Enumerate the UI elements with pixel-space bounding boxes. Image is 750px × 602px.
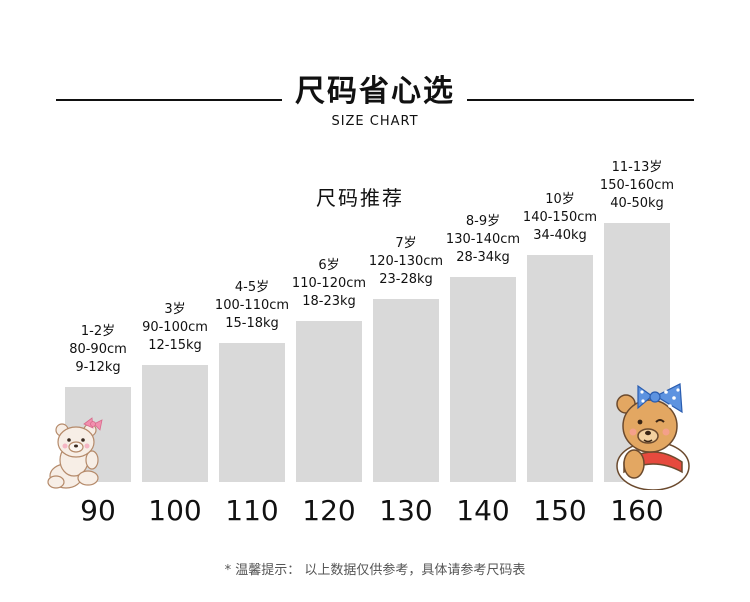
size-height: 90-100cm	[142, 320, 208, 335]
size-label: 100	[148, 494, 202, 527]
size-label: 120	[302, 494, 356, 527]
size-bar	[296, 321, 362, 482]
size-bar	[373, 299, 439, 482]
footnote: * 温馨提示： 以上数据仅供参考，具体请参考尺码表	[224, 563, 526, 578]
chart-heading: 尺码推荐	[316, 186, 404, 210]
size-bar	[450, 277, 516, 482]
size-height: 120-130cm	[368, 254, 444, 269]
size-bar	[527, 255, 593, 482]
page-title: 尺码省心选	[295, 74, 455, 109]
size-height: 140-150cm	[522, 210, 598, 225]
size-bar	[219, 343, 285, 482]
size-height: 110-120cm	[291, 276, 367, 291]
size-weight: 34-40kg	[533, 228, 587, 243]
size-height: 130-140cm	[445, 232, 521, 247]
size-label: 150	[533, 494, 587, 527]
size-bar	[142, 365, 208, 482]
title-divider-left	[56, 99, 282, 101]
size-weight: 23-28kg	[379, 272, 433, 287]
size-info: 7岁 120-130cm 23-28kg	[346, 235, 466, 289]
size-weight: 15-18kg	[225, 316, 279, 331]
size-label: 90	[80, 494, 116, 527]
size-label: 140	[456, 494, 510, 527]
size-info: 10岁 140-150cm 34-40kg	[500, 191, 620, 245]
size-age: 7岁	[395, 236, 417, 251]
title-divider-right	[467, 99, 694, 101]
size-age: 8-9岁	[465, 214, 501, 229]
size-age: 10岁	[545, 192, 575, 207]
size-weight: 12-15kg	[148, 338, 202, 353]
size-height: 80-90cm	[69, 342, 127, 357]
size-age: 11-13岁	[611, 160, 663, 175]
size-label: 110	[225, 494, 279, 527]
bear-with-pink-bow-icon	[47, 417, 103, 489]
size-weight: 40-50kg	[610, 196, 664, 211]
size-info: 4-5岁 100-110cm 15-18kg	[192, 279, 312, 333]
size-label: 160	[610, 494, 664, 527]
size-info: 3岁 90-100cm 12-15kg	[115, 301, 235, 355]
size-label: 130	[379, 494, 433, 527]
size-age: 6岁	[318, 258, 340, 273]
page-subtitle: SIZE CHART	[331, 114, 419, 129]
size-info: 11-13岁 150-160cm 40-50kg	[577, 159, 697, 213]
size-age: 3岁	[164, 302, 186, 317]
size-weight: 9-12kg	[75, 360, 121, 375]
size-info: 1-2岁 80-90cm 9-12kg	[38, 323, 158, 377]
size-height: 100-110cm	[214, 298, 290, 313]
size-info: 6岁 110-120cm 18-23kg	[269, 257, 389, 311]
size-weight: 18-23kg	[302, 294, 356, 309]
size-age: 1-2岁	[80, 324, 116, 339]
size-height: 150-160cm	[599, 178, 675, 193]
size-age: 4-5岁	[234, 280, 270, 295]
size-weight: 28-34kg	[456, 250, 510, 265]
bear-with-blue-bow-icon	[616, 383, 690, 490]
size-info: 8-9岁 130-140cm 28-34kg	[423, 213, 543, 267]
